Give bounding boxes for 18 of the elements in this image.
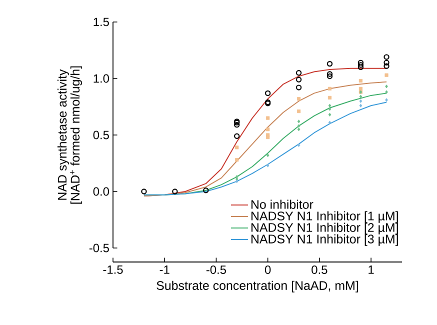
x-tick-label: -0.5 bbox=[206, 266, 226, 274]
text: [NAD$^{+}$ formed nmol/ug/h] bbox=[70, 66, 82, 204]
y-tick-label: 1.0 bbox=[94, 74, 110, 83]
y-tick-label: 1.5 bbox=[94, 18, 109, 26]
x-tick-label: -1.5 bbox=[103, 266, 123, 274]
y-tick-label: 0.5 bbox=[93, 130, 109, 140]
x-tick-label: 1 bbox=[368, 266, 374, 274]
x-tick-label: 0.5 bbox=[312, 266, 328, 274]
legend-label: NADSY N1 Inhibitor [3 µM] bbox=[251, 234, 398, 246]
y-tick-label: 0.0 bbox=[93, 187, 110, 196]
x-tick-label: -1 bbox=[160, 266, 170, 274]
legend-label: NADSY N1 Inhibitor [1 µM] bbox=[251, 211, 398, 223]
legend-label: NADSY N1 Inhibitor [2 µM] bbox=[251, 222, 398, 234]
text: NAD synthetase activity bbox=[57, 69, 70, 200]
x-tick-label: 0 bbox=[264, 266, 271, 274]
legend-label: No inhibitor bbox=[251, 200, 314, 209]
y-tick-label: -0.5 bbox=[89, 244, 109, 252]
x-axis-title: Substrate concentration [NaAD, mM] bbox=[156, 280, 358, 292]
